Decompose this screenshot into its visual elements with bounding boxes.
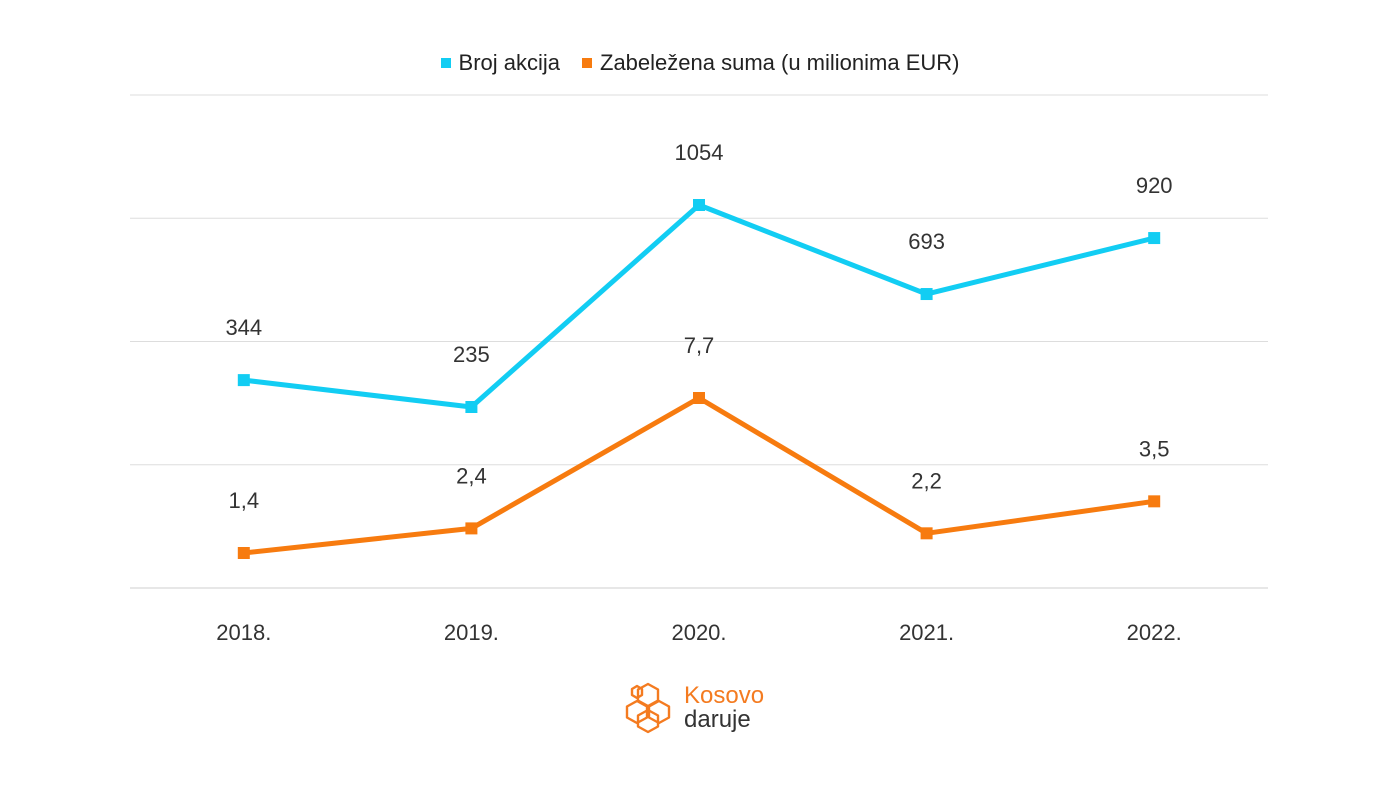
data-label: 2,4: [456, 463, 487, 488]
data-point: [237, 374, 250, 387]
data-point: [920, 527, 933, 540]
data-label: 235: [453, 342, 490, 367]
data-point: [1148, 495, 1161, 508]
logo-line-2: daruje: [684, 706, 751, 733]
legend-swatch: [440, 58, 451, 68]
legend-label: Zabeležena suma (u milionima EUR): [600, 50, 960, 75]
data-point: [920, 288, 933, 301]
data-label: 1054: [675, 140, 724, 165]
data-point: [465, 401, 478, 413]
data-label: 7,7: [684, 333, 715, 358]
data-label: 693: [908, 229, 945, 254]
data-point: [693, 392, 705, 404]
legend-item-suma: Zabeležena suma (u milionima EUR): [582, 50, 959, 76]
legend-item-broj-akcija: Broj akcija: [440, 50, 560, 76]
data-point: [237, 547, 250, 559]
data-label: 1,4: [229, 488, 260, 513]
data-label: 344: [225, 315, 262, 340]
data-label: 2,2: [911, 468, 942, 493]
kosovo-daruje-logo: Kosovo daruje: [620, 680, 764, 736]
legend-label: Broj akcija: [458, 50, 560, 75]
hexagon-cluster-icon: [625, 682, 671, 734]
data-point: [465, 522, 478, 535]
data-point: [1148, 232, 1161, 245]
chart-legend: Broj akcija Zabeležena suma (u milionima…: [0, 50, 1400, 76]
data-label: 920: [1136, 173, 1173, 198]
x-tick-label: 2018.: [216, 620, 271, 645]
x-tick-label: 2020.: [671, 620, 726, 645]
logo-line-1: Kosovo: [684, 682, 765, 709]
series-line: [243, 395, 1155, 556]
series-line: [243, 202, 1155, 410]
data-label: 3,5: [1139, 436, 1170, 461]
x-tick-label: 2021.: [899, 620, 954, 645]
line-chart: 2018. 2019. 2020. 2021. 2022. 344 235 1054 693 92…: [130, 94, 1268, 645]
legend-swatch: [582, 58, 592, 68]
x-tick-label: 2019.: [444, 620, 499, 645]
x-tick-label: 2022.: [1127, 620, 1182, 645]
data-point: [693, 199, 705, 211]
